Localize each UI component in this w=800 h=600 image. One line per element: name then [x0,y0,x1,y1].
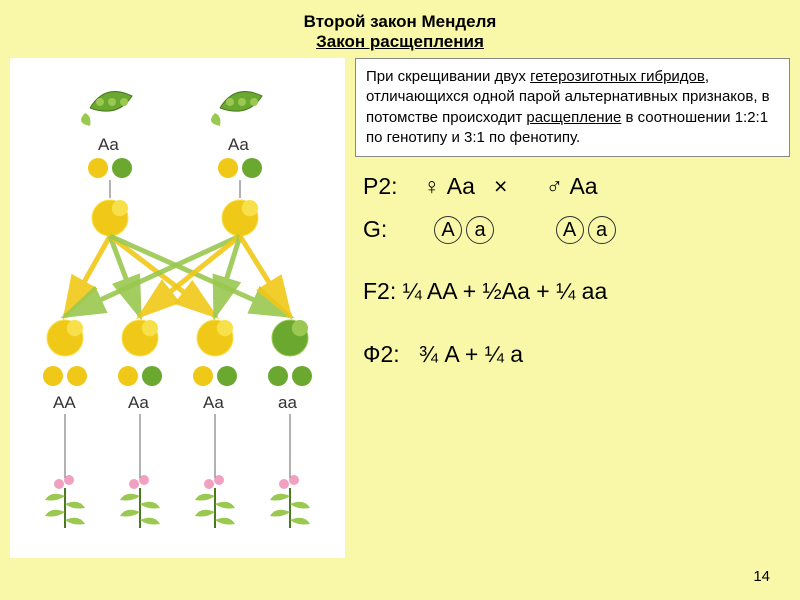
f2-row: F2: ¼ AA + ½Aa + ¼ aa [363,274,782,309]
svg-text:Aa: Aa [98,135,119,154]
gamete-circle: A [434,216,462,244]
description-box: При скрещивании двух гетерозиготных гибр… [355,58,790,157]
p2-row: P2: ♀ Aa × ♂ Aa [363,169,782,204]
phi2-row: Ф2: ¾ A + ¼ a [363,337,782,372]
svg-text:Aa: Aa [203,393,224,412]
svg-text:AA: AA [53,393,76,412]
gamete-circle: A [556,216,584,244]
svg-text:Aa: Aa [128,393,149,412]
title-line2: Закон расщепления [0,32,800,52]
g-row: G: Aa Aa [363,212,782,247]
diagram-panel: Aa Aa AA Aa Aa aa [10,58,345,558]
gamete-circle: a [466,216,494,244]
page-number: 14 [753,568,770,585]
formula-block: P2: ♀ Aa × ♂ Aa G: Aa Aa F2: ¼ AA + ½Aa … [355,165,790,383]
gamete-circle: a [588,216,616,244]
svg-text:aa: aa [278,393,297,412]
svg-text:Aa: Aa [228,135,249,154]
title-line1: Второй закон Менделя [0,12,800,32]
